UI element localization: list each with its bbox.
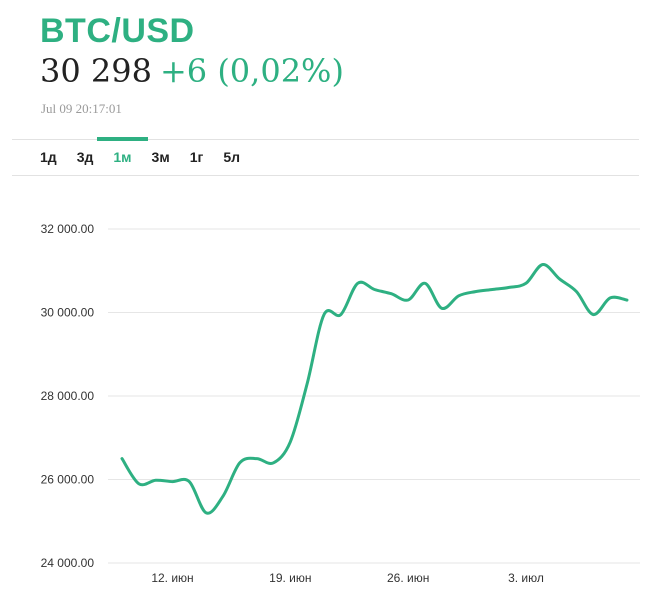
period-tabs: 1д 3д 1м 3м 1г 5л [30, 137, 250, 175]
timestamp: Jul 09 20:17:01 [41, 101, 122, 116]
price-chart: 24 000.00 26 000.00 28 000.00 30 000.00 32 0… [41, 222, 640, 585]
divider-top [12, 139, 639, 140]
current-price: 30 298 [40, 52, 152, 90]
y-tick-label: 32 000.00 [41, 222, 95, 236]
y-tick-label: 24 000.00 [41, 556, 95, 570]
y-tick-label: 26 000.00 [41, 473, 95, 487]
tab-1m[interactable]: 1м [97, 137, 148, 175]
x-tick-label: 3. июл [508, 571, 544, 585]
tab-1d[interactable]: 1д [40, 149, 57, 165]
divider-bottom [12, 175, 639, 176]
tab-5y[interactable]: 5л [223, 149, 240, 165]
y-tick-label: 30 000.00 [41, 306, 95, 320]
tab-3d[interactable]: 3д [76, 149, 94, 165]
tab-1y[interactable]: 1г [189, 149, 204, 165]
x-tick-label: 26. июн [387, 571, 429, 585]
tab-3m[interactable]: 3м [151, 149, 170, 165]
y-tick-label: 28 000.00 [41, 389, 95, 403]
x-tick-label: 19. июн [269, 571, 311, 585]
ticker-symbol: BTC/USD [40, 12, 195, 50]
x-tick-label: 12. июн [151, 571, 193, 585]
price-change: +6 (0,02%) [159, 52, 344, 90]
price-line [120, 263, 629, 515]
price-row: 30 298 +6 (0,02%) [40, 52, 344, 90]
